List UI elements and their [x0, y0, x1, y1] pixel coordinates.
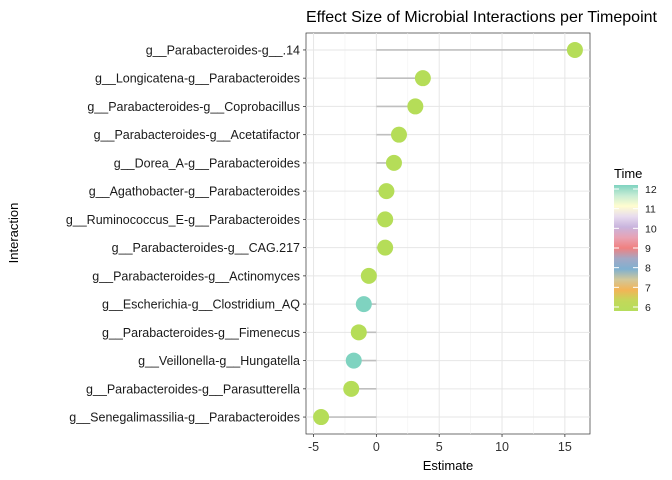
x-tick-labels: -5 0 5 10 15: [308, 434, 572, 454]
lollipop-points: [313, 41, 583, 426]
y-tick-label: g__Parabacteroides-g__Parasutterella: [86, 382, 300, 396]
legend-tick-label: 10: [645, 223, 657, 235]
data-point: [414, 70, 431, 87]
y-tick-label: g__Parabacteroides-g__Coprobacillus: [87, 100, 300, 114]
x-tick-label: 0: [373, 440, 380, 454]
x-axis-title: Estimate: [423, 458, 474, 473]
legend-ticks: 12 11 10 9 8 7 6: [614, 184, 657, 314]
x-tick-label: 15: [558, 440, 572, 454]
legend-title: Time: [614, 166, 642, 181]
grid-lines: [306, 33, 590, 434]
x-tick-label: 5: [436, 440, 443, 454]
legend: Time 12 11 10 9 8 7 6: [614, 166, 657, 314]
data-point: [566, 41, 583, 58]
y-tick-label: g__Parabacteroides-g__Fimenecus: [102, 326, 300, 340]
data-point: [350, 324, 367, 341]
data-point: [345, 352, 362, 369]
data-point: [385, 154, 402, 171]
x-tick-label: -5: [308, 440, 319, 454]
x-tick-label: 10: [495, 440, 509, 454]
y-tick-label: g__Longicatena-g__Parabacteroides: [95, 72, 300, 86]
data-point: [378, 183, 395, 200]
legend-tick-label: 12: [645, 184, 657, 196]
y-tick-label: g__Escherichia-g__Clostridium_AQ: [102, 298, 300, 312]
data-point: [377, 239, 394, 256]
data-point: [360, 267, 377, 284]
y-tick-labels: g__Parabacteroides-g__.14 g__Longicatena-…: [66, 43, 306, 425]
chart-title: Effect Size of Microbial Interactions pe…: [306, 9, 658, 26]
y-axis-title: Interaction: [6, 203, 21, 264]
legend-tick-label: 8: [645, 263, 651, 275]
legend-tick-label: 6: [645, 302, 651, 314]
y-tick-label: g__Parabacteroides-g__Acetatifactor: [94, 128, 300, 142]
y-tick-label: g__Veillonella-g__Hungatella: [138, 354, 300, 368]
legend-tick-label: 11: [645, 204, 656, 216]
data-point: [377, 211, 394, 228]
data-point: [407, 98, 424, 115]
data-point: [355, 296, 372, 313]
legend-tick-label: 9: [645, 243, 651, 255]
data-point: [390, 126, 407, 143]
y-tick-label: g__Senegalimassilia-g__Parabacteroides: [69, 411, 300, 425]
y-tick-label: g__Ruminococcus_E-g__Parabacteroides: [66, 213, 300, 227]
plot-panel: [305, 32, 591, 435]
legend-tick-label: 7: [645, 282, 651, 294]
y-tick-label: g__Dorea_A-g__Parabacteroides: [114, 156, 300, 170]
y-tick-label: g__Parabacteroides-g__Actinomyces: [92, 269, 300, 283]
y-tick-label: g__Agathobacter-g__Parabacteroides: [89, 185, 300, 199]
y-tick-label: g__Parabacteroides-g__CAG.217: [112, 241, 300, 255]
data-point: [343, 380, 360, 397]
data-point: [313, 409, 330, 426]
y-tick-label: g__Parabacteroides-g__.14: [146, 43, 300, 57]
